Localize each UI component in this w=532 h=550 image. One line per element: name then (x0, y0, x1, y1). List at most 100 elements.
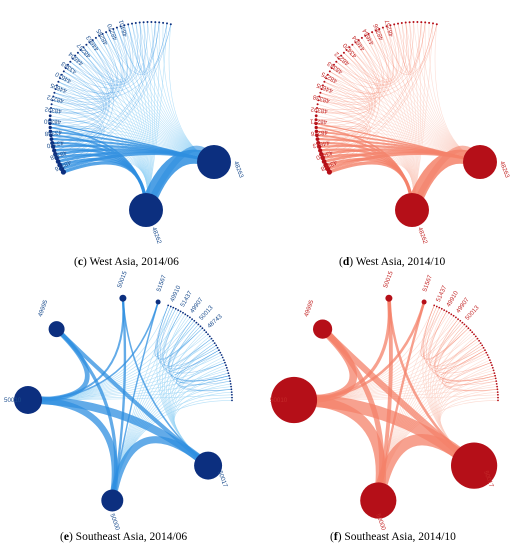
node-label: 44623 (311, 139, 330, 150)
graph-node (53, 152, 58, 157)
graph-node (433, 304, 436, 307)
graph-node (371, 31, 374, 34)
graph-node (51, 99, 54, 102)
caption-e: (e) Southeast Asia, 2014/06 (60, 531, 188, 543)
graph-node (469, 329, 472, 332)
graph-node (428, 21, 431, 24)
graph-node (450, 313, 453, 316)
graph-node (496, 391, 499, 393)
edge-cross (315, 126, 367, 144)
graph-node-large (270, 376, 318, 424)
graph-node (231, 393, 233, 396)
panel-c: 48263 48262 48276 48338 43420 43388 48340 48392… (0, 0, 266, 275)
edge-cross (49, 126, 101, 144)
graph-node (52, 95, 55, 98)
graph-node (212, 339, 215, 342)
graph-node (60, 73, 63, 76)
graph-node (320, 155, 325, 161)
edge-light (173, 372, 229, 466)
graph-node (317, 99, 320, 102)
graph-node (445, 310, 448, 313)
graph-node (314, 129, 319, 134)
graph-node-large (463, 145, 497, 179)
graph-node (364, 34, 367, 37)
graph-node (393, 23, 396, 26)
graph-node (229, 383, 232, 385)
graph-node (79, 49, 82, 51)
graph-node (484, 349, 486, 352)
edge-light (27, 308, 177, 401)
graph-node (354, 41, 357, 44)
graph-node (195, 321, 198, 324)
graph-node (319, 152, 324, 157)
caption-d-letter: d (342, 256, 350, 268)
edge-cross (358, 31, 392, 80)
node-label: 49910 (169, 284, 183, 303)
graph-node (177, 309, 180, 311)
graph-node (182, 311, 184, 314)
caption-f: (f) Southeast Asia, 2014/10 (330, 531, 456, 543)
graph-node (476, 337, 479, 340)
graph-node (231, 396, 233, 399)
panel-f: 49995 50015 51567 50010 50017 50000 51437 49910… (266, 270, 532, 550)
graph-node (315, 137, 320, 141)
node-label: 50000 (108, 513, 121, 532)
graph-node (229, 380, 232, 382)
graph-node (228, 377, 231, 380)
graph-node (205, 331, 208, 334)
graph-node (385, 25, 388, 28)
graph-node (494, 377, 497, 380)
graph-node (207, 333, 209, 336)
graph-node (497, 399, 499, 402)
caption-c-letter: c (77, 256, 83, 268)
edge-strong (111, 301, 159, 502)
caption-c-text: West Asia, 2014/06 (89, 256, 179, 268)
edge-cross (444, 362, 496, 387)
graph-node (101, 32, 104, 35)
graph-node (142, 21, 145, 24)
graph-node (326, 73, 329, 76)
graph-node (227, 372, 230, 374)
graph-node (315, 133, 319, 138)
graph-node (440, 307, 443, 310)
graph-node-large (194, 451, 223, 480)
graph-node (48, 125, 52, 130)
graph-node (115, 26, 118, 29)
node-label: 48276 (310, 128, 328, 137)
graph-node (479, 342, 482, 344)
edge-strong (24, 396, 119, 504)
graph-node (328, 70, 331, 73)
graph-node-large (451, 442, 498, 489)
graph-node (69, 60, 72, 63)
node-label: 48340 (43, 118, 61, 125)
node-label: 48392 (44, 105, 63, 114)
panel-e: 49995 50015 51567 50010 50017 50000 49910 51437… (0, 270, 266, 550)
edge-cross (393, 21, 412, 73)
node-label: 50017 (216, 470, 229, 489)
node-label: 50010 (270, 397, 288, 404)
graph-node (169, 23, 172, 26)
graph-node (457, 318, 459, 320)
edge-cross (50, 127, 101, 140)
graph-node (225, 366, 228, 369)
graph-node (319, 91, 322, 94)
graph-node-large (421, 299, 427, 305)
graph-node (119, 25, 122, 28)
graph-node (397, 22, 399, 25)
node-label: 48272 (46, 93, 65, 104)
node-label: 48270 (106, 22, 119, 41)
edge-cross (318, 92, 368, 110)
graph-node (482, 346, 485, 349)
graph-node (64, 67, 67, 70)
edge-cross (316, 127, 367, 140)
edge-strong (387, 296, 476, 467)
graph-node (82, 46, 85, 49)
graph-node (88, 41, 91, 44)
graph-node (108, 29, 111, 32)
graph-node (404, 21, 407, 24)
graph-node (49, 137, 54, 141)
graph-node (220, 354, 223, 356)
graph-node (424, 21, 427, 24)
